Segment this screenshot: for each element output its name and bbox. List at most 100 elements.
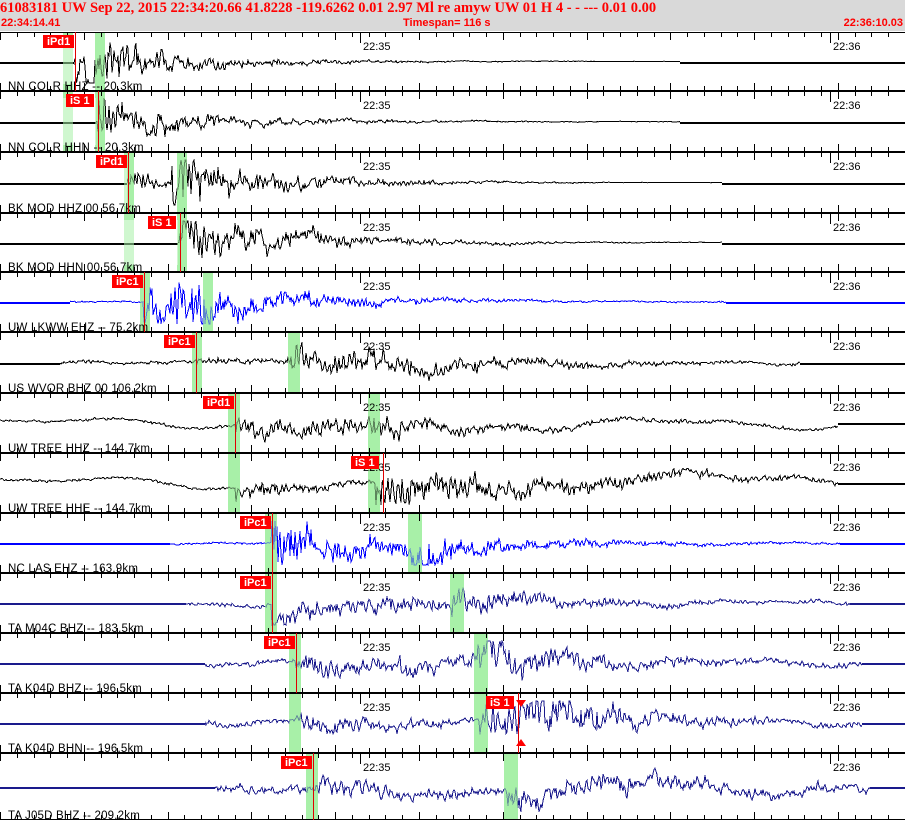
axis-tick — [201, 267, 202, 271]
phase-pick-line[interactable] — [272, 573, 273, 633]
trace-panel[interactable]: 22:35 22:36 TA K04D BHZ -- 196.5km iPc1 — [0, 633, 905, 693]
trace-panel[interactable]: 22:35 22:36 US WVOR BHZ 00 106.2km iPc1 — [0, 332, 905, 393]
phase-pick-line[interactable] — [75, 32, 76, 91]
axis-tick — [302, 147, 303, 151]
axis-tick — [235, 694, 236, 698]
axis-tick — [168, 454, 169, 461]
axis-tick — [855, 214, 856, 218]
axis-tick — [553, 694, 554, 698]
trace-panel[interactable]: 22:35 22:36 UW TREE HHZ -- 144.7km iPd1 — [0, 393, 905, 453]
phase-pick-line[interactable] — [313, 753, 314, 820]
axis-tick — [67, 628, 68, 632]
phase-pick-line[interactable] — [296, 633, 297, 693]
axis-tick — [603, 574, 604, 578]
axis-tick — [352, 153, 353, 157]
time-tick-label: 22:36 — [833, 462, 861, 474]
axis-tick — [17, 147, 18, 151]
axis-tick — [318, 454, 319, 458]
trace-panel[interactable]: 22:35 22:36 BK MQD HHZ 00 56.7km iPd1 — [0, 152, 905, 213]
coda-window-band-overlay — [368, 393, 380, 453]
axis-tick — [654, 33, 655, 37]
axis-tick — [670, 505, 671, 512]
axis-tick — [737, 273, 738, 277]
axis-tick — [469, 86, 470, 90]
trace-panel[interactable]: 22:35 22:36 NC LAS EHZ -- 163.9km iPc1 — [0, 513, 905, 573]
axis-tick — [235, 33, 236, 37]
axis-tick — [184, 628, 185, 632]
phase-pick-label[interactable]: iPc1 — [164, 335, 195, 348]
axis-tick — [553, 214, 554, 218]
phase-pick-line[interactable] — [383, 453, 384, 513]
axis-tick — [453, 394, 454, 398]
axis-tick — [804, 33, 805, 37]
axis-tick — [553, 634, 554, 638]
axis-tick — [168, 205, 169, 212]
trace-panel[interactable]: 22:35 22:36 NN COLR HHN -- 20.3km iS 1 — [0, 91, 905, 152]
axis-tick — [352, 448, 353, 452]
axis-tick — [620, 568, 621, 572]
axis-tick — [838, 514, 839, 521]
axis-tick — [670, 83, 671, 90]
phase-pick-label[interactable]: iPc1 — [264, 636, 295, 649]
trace-panel[interactable]: 22:35 22:36 TA M04C BHZ -- 183.5km iPc1 — [0, 573, 905, 633]
trace-panel[interactable]: 22:35 22:36 TA J05D BHZ -- 209.2km iPc1 — [0, 753, 905, 820]
axis-tick — [218, 514, 219, 518]
axis-tick — [754, 264, 755, 271]
axis-tick — [737, 568, 738, 572]
axis-tick — [352, 754, 353, 758]
axis-tick — [134, 815, 135, 819]
axis-tick — [352, 273, 353, 277]
phase-pick-line[interactable] — [144, 272, 145, 332]
phase-pick-label[interactable]: iPc1 — [240, 516, 271, 529]
axis-tick — [17, 208, 18, 212]
phase-pick-label[interactable]: iS 1 — [351, 456, 379, 469]
axis-tick — [704, 208, 705, 212]
flat-baseline — [862, 723, 905, 725]
axis-tick — [151, 333, 152, 337]
trace-panel[interactable]: 22:35 22:36 TA K04D BHN -- 196.5km iS 1 — [0, 693, 905, 753]
axis-tick — [352, 815, 353, 819]
axis-tick — [620, 448, 621, 452]
phase-pick-label[interactable]: iPc1 — [240, 576, 271, 589]
axis-tick — [101, 33, 102, 37]
phase-pick-label[interactable]: iPd1 — [96, 155, 128, 168]
axis-tick — [721, 448, 722, 452]
axis-tick — [134, 333, 135, 337]
axis-tick — [838, 153, 839, 160]
axis-tick — [603, 448, 604, 452]
axis-tick — [888, 273, 889, 277]
bottom-tick-row — [0, 565, 905, 572]
trace-panel[interactable]: 22:35 22:36 UW LKWW EHZ -- 75.2km iPc1 — [0, 272, 905, 332]
phase-pick-label[interactable]: iS 1 — [486, 696, 514, 709]
phase-pick-line[interactable] — [98, 91, 99, 152]
phase-pick-label[interactable]: iPc1 — [112, 275, 143, 288]
phase-pick-line[interactable] — [272, 513, 273, 573]
axis-tick — [788, 634, 789, 638]
axis-tick — [134, 514, 135, 518]
phase-pick-label[interactable]: iS 1 — [148, 216, 176, 229]
phase-pick-label[interactable]: iS 1 — [66, 94, 94, 107]
phase-pick-line[interactable] — [128, 152, 129, 213]
axis-tick — [469, 153, 470, 157]
axis-tick — [721, 815, 722, 819]
channel-label: UW LKWW EHZ -- 75.2km — [8, 322, 149, 332]
amplitude-marker[interactable] — [516, 700, 526, 707]
phase-pick-label[interactable]: iPd1 — [43, 35, 75, 48]
phase-pick-label[interactable]: iPd1 — [203, 396, 235, 409]
trace-panel[interactable]: 22:35 22:36 BK MQD HHN 00 56.7km iS 1 — [0, 213, 905, 272]
trace-panel[interactable]: 22:35 22:36 NN COLR HHZ -- 20.3km iPd1 — [0, 32, 905, 91]
amplitude-marker[interactable] — [516, 739, 526, 746]
phase-pick-label[interactable]: iPc1 — [281, 756, 312, 769]
axis-tick — [50, 394, 51, 398]
phase-pick-line[interactable] — [180, 213, 181, 272]
phase-pick-line[interactable] — [235, 393, 236, 453]
axis-tick — [620, 388, 621, 392]
axis-tick — [520, 628, 521, 632]
phase-pick-line[interactable] — [518, 693, 519, 753]
axis-tick — [134, 153, 135, 157]
axis-tick — [603, 634, 604, 638]
phase-pick-line[interactable] — [196, 332, 197, 393]
axis-tick — [268, 147, 269, 151]
axis-tick — [771, 208, 772, 212]
